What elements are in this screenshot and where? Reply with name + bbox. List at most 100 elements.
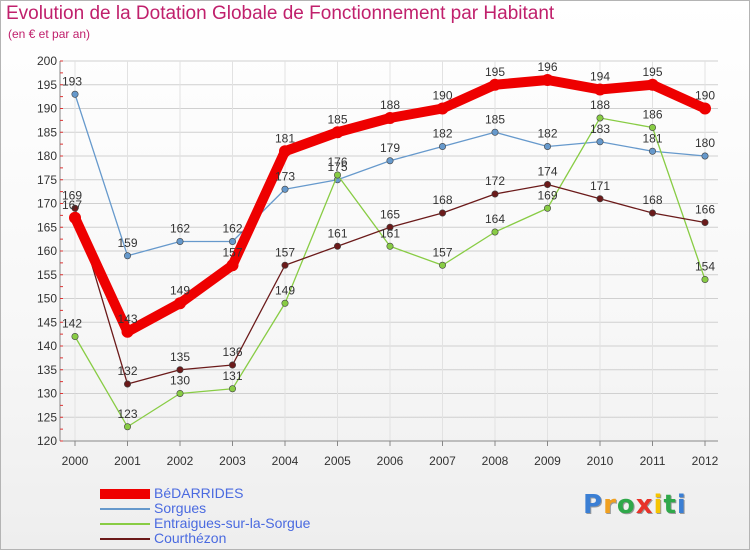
- data-label: 136: [222, 345, 242, 359]
- data-point: [701, 152, 709, 160]
- data-label: 169: [537, 188, 557, 202]
- data-point: [543, 143, 551, 151]
- data-label: 143: [117, 312, 137, 326]
- data-point: [384, 112, 396, 124]
- data-point: [596, 114, 604, 122]
- data-label: 149: [170, 283, 190, 297]
- y-tick-label: 155: [37, 268, 57, 282]
- data-label: 132: [117, 364, 137, 378]
- x-tick-label: 2000: [62, 454, 89, 468]
- series-layer: [69, 74, 711, 431]
- data-point: [71, 332, 79, 340]
- data-point: [281, 185, 289, 193]
- data-point: [279, 145, 291, 158]
- data-point: [229, 385, 237, 393]
- x-tick-label: 2001: [114, 454, 141, 468]
- data-point: [386, 242, 394, 250]
- data-point: [71, 90, 79, 98]
- y-tick-label: 150: [37, 292, 57, 306]
- x-tick-label: 2003: [219, 454, 246, 468]
- x-tick-label: 2007: [429, 454, 456, 468]
- data-point: [331, 126, 344, 139]
- x-tick-label: 2010: [587, 454, 614, 468]
- data-point: [646, 78, 659, 91]
- data-label: 193: [62, 74, 82, 88]
- data-label: 194: [590, 70, 610, 84]
- data-point: [436, 102, 449, 115]
- data-point: [699, 102, 711, 115]
- data-point: [124, 380, 132, 388]
- data-label: 174: [537, 165, 557, 179]
- data-label: 167: [62, 198, 82, 212]
- x-tick-label: 2006: [377, 454, 404, 468]
- data-point: [333, 242, 341, 250]
- data-point: [226, 259, 239, 272]
- data-label: 181: [275, 131, 295, 145]
- data-label: 182: [537, 127, 557, 141]
- data-point: [176, 389, 184, 397]
- y-tick-label: 125: [37, 410, 57, 424]
- legend-label: Sorgues: [154, 500, 207, 516]
- data-label: 149: [275, 283, 295, 297]
- data-point: [71, 204, 79, 212]
- data-point: [281, 299, 289, 307]
- data-point: [69, 211, 81, 224]
- data-label: 130: [170, 374, 190, 388]
- data-point: [489, 78, 501, 91]
- axis-layer: 1201251301351401451501551601651701751801…: [37, 54, 719, 468]
- data-label: 168: [432, 193, 452, 207]
- data-label: 157: [222, 245, 242, 259]
- logo-letter: P: [583, 490, 604, 520]
- x-tick-label: 2012: [692, 454, 719, 468]
- logo-letter: t: [663, 490, 677, 520]
- legend-swatch: [100, 538, 150, 540]
- x-tick-label: 2009: [534, 454, 561, 468]
- data-label: 157: [432, 245, 452, 259]
- data-label: 169: [62, 188, 82, 202]
- x-tick-label: 2004: [272, 454, 299, 468]
- legend-label: Courthézon: [154, 530, 227, 546]
- legend-label: Entraigues-sur-la-Sorgue: [154, 515, 311, 531]
- logo-letter: o: [616, 490, 636, 520]
- legend-item: BéDARRIDES: [100, 485, 360, 501]
- legend-swatch: [100, 523, 150, 525]
- data-point: [648, 124, 656, 132]
- data-point: [124, 252, 132, 260]
- data-label: 162: [170, 222, 190, 236]
- data-label: 123: [117, 407, 137, 421]
- data-label: 171: [590, 179, 610, 193]
- data-point: [491, 228, 499, 236]
- data-label: 159: [117, 236, 137, 250]
- y-tick-label: 145: [37, 315, 57, 329]
- logo-letter: x: [635, 490, 654, 520]
- y-tick-label: 170: [37, 197, 57, 211]
- y-tick-label: 165: [37, 220, 57, 234]
- legend: BéDARRIDES Sorgues Entraigues-sur-la-Sorgu…: [100, 485, 360, 546]
- data-point: [386, 157, 394, 165]
- data-label: 172: [485, 174, 505, 188]
- data-label: 190: [695, 89, 715, 103]
- data-label: 154: [695, 260, 715, 274]
- data-point: [594, 83, 606, 96]
- logo-letter: i: [676, 490, 687, 520]
- y-tick-label: 135: [37, 363, 57, 377]
- data-point: [438, 209, 446, 217]
- grid-layer: [60, 60, 718, 442]
- chart-subtitle: (en € et par an): [8, 27, 91, 41]
- data-point: [174, 297, 186, 310]
- data-point: [438, 143, 446, 151]
- legend-label: BéDARRIDES: [154, 485, 244, 501]
- data-point: [281, 261, 289, 269]
- y-tick-label: 195: [37, 78, 57, 92]
- data-label: 190: [432, 89, 452, 103]
- legend-item: Entraigues-sur-la-Sorgue: [100, 515, 360, 531]
- x-tick-label: 2008: [482, 454, 509, 468]
- data-label: 173: [275, 169, 295, 183]
- legend-swatch: [100, 489, 150, 499]
- data-point: [491, 190, 499, 198]
- data-label: 182: [432, 127, 452, 141]
- data-point: [124, 423, 132, 431]
- data-label: 142: [62, 317, 82, 331]
- y-tick-label: 185: [37, 125, 57, 139]
